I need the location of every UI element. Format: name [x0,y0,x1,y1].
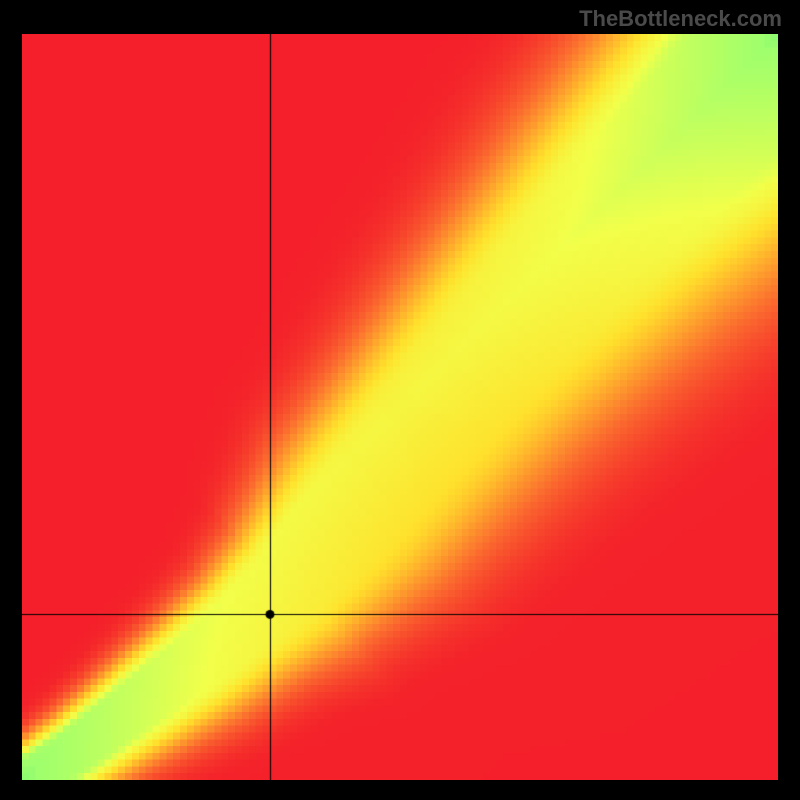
watermark-text: TheBottleneck.com [579,6,782,32]
chart-container: TheBottleneck.com [0,0,800,800]
bottleneck-heatmap [22,34,778,780]
